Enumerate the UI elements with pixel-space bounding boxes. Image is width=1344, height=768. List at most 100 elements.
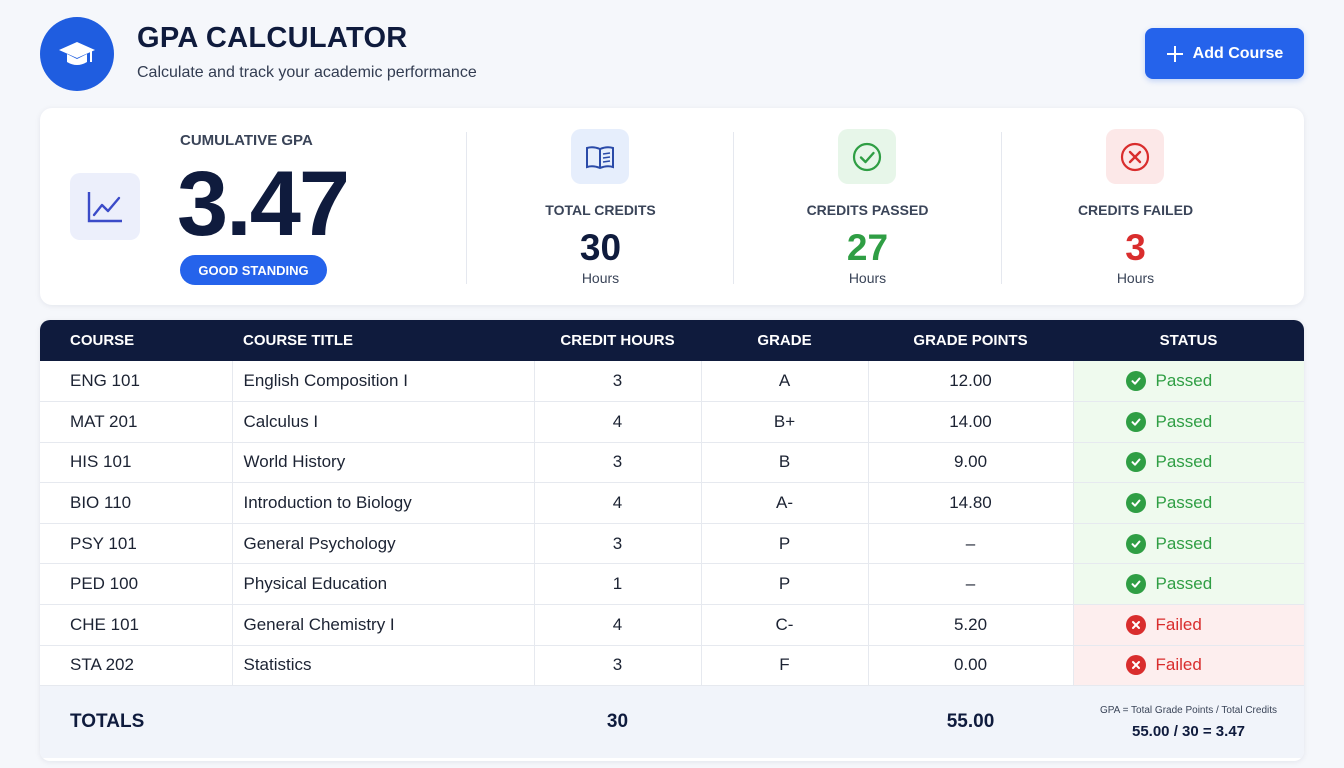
- app-title: GPA CALCULATOR: [137, 22, 408, 54]
- add-course-label: Add Course: [1192, 44, 1284, 62]
- cell-grade: P: [701, 523, 869, 565]
- table-row[interactable]: STA 202 Statistics 3 F 0.00 Failed: [40, 645, 1304, 687]
- status-text: Passed: [1155, 533, 1213, 553]
- cell-status: Passed: [1073, 361, 1304, 403]
- page-header: GPA CALCULATOR Calculate and track your …: [40, 17, 1304, 91]
- stat-unit: Hours: [848, 270, 887, 286]
- table-row[interactable]: HIS 101 World History 3 B 9.00 Passed: [40, 442, 1304, 484]
- column-header-points[interactable]: GRADE POINTS: [913, 332, 1028, 349]
- status-text: Passed: [1155, 371, 1213, 391]
- cell-course-title: English Composition I: [232, 361, 535, 403]
- cell-course-code: PSY 101: [40, 523, 233, 565]
- cell-status: Failed: [1073, 604, 1304, 646]
- totals-points: 55.00: [946, 711, 995, 732]
- table-row[interactable]: MAT 201 Calculus I 4 B+ 14.00 Passed: [40, 401, 1304, 443]
- check-circle-icon: [1125, 371, 1146, 392]
- totals-empty: [232, 686, 534, 758]
- formula-value: 55.00 / 30 = 3.47: [1131, 722, 1245, 740]
- cell-grade-points: 5.20: [868, 604, 1074, 646]
- cell-course-title: General Psychology: [232, 523, 535, 565]
- cell-credit-hours: 4: [534, 482, 702, 524]
- cell-status: Passed: [1073, 442, 1304, 484]
- cell-course-code: CHE 101: [40, 604, 233, 646]
- status-text: Failed: [1155, 614, 1202, 634]
- stat-value: 3: [1125, 227, 1146, 268]
- cell-course-code: MAT 201: [40, 401, 233, 443]
- stat-credits-failed: CREDITS FAILED 3 Hours: [1002, 108, 1269, 305]
- check-circle-icon: [1125, 411, 1146, 432]
- stat-label: CREDITS PASSED: [806, 202, 929, 218]
- totals-row: TOTALS 30 55.00 GPA = Total Grade Points…: [40, 685, 1304, 758]
- stat-label: CREDITS FAILED: [1077, 202, 1194, 218]
- cell-status: Passed: [1073, 401, 1304, 443]
- status-text: Passed: [1155, 411, 1213, 431]
- totals-label: TOTALS: [70, 711, 145, 732]
- cell-grade: B: [701, 442, 869, 484]
- cumulative-gpa-value: 3.47: [177, 153, 350, 255]
- cell-course-code: STA 202: [40, 645, 233, 687]
- cell-grade: P: [701, 563, 869, 606]
- cell-credit-hours: 3: [534, 361, 702, 403]
- cell-course-title: World History: [232, 442, 535, 484]
- column-header-title[interactable]: COURSE TITLE: [243, 332, 354, 349]
- cell-course-code: PED 100: [40, 563, 233, 606]
- stat-unit: Hours: [1116, 270, 1155, 286]
- totals-empty: [701, 686, 868, 758]
- status-text: Passed: [1155, 493, 1213, 513]
- plus-icon: [1166, 45, 1184, 63]
- status-text: Passed: [1155, 574, 1213, 594]
- table-header-row: COURSE COURSE TITLE CREDIT HOURS GRADE G…: [40, 320, 1304, 361]
- check-circle-icon: [838, 129, 896, 184]
- trend-chart-icon: [70, 173, 140, 240]
- cell-credit-hours: 3: [534, 523, 702, 565]
- cell-grade: C-: [701, 604, 869, 646]
- table-row[interactable]: ENG 101 English Composition I 3 A 12.00 Passe…: [40, 361, 1304, 403]
- column-header-course[interactable]: COURSE: [70, 332, 135, 349]
- stat-label: TOTAL CREDITS: [545, 202, 656, 218]
- courses-table: COURSE COURSE TITLE CREDIT HOURS GRADE G…: [40, 320, 1304, 761]
- formula-note: GPA = Total Grade Points / Total Credits: [1099, 704, 1278, 716]
- column-header-status[interactable]: STATUS: [1159, 332, 1218, 349]
- x-circle-icon: [1125, 614, 1146, 635]
- check-circle-icon: [1125, 493, 1146, 514]
- cell-status: Failed: [1073, 645, 1304, 687]
- cell-grade: A-: [701, 482, 869, 524]
- cell-grade: F: [701, 645, 869, 687]
- cell-grade-points: 14.00: [868, 401, 1074, 443]
- divider: [466, 132, 467, 284]
- cumulative-gpa-label: CUMULATIVE GPA: [180, 132, 313, 149]
- status-text: Failed: [1155, 655, 1202, 675]
- standing-badge: GOOD STANDING: [180, 255, 327, 285]
- table-row[interactable]: CHE 101 General Chemistry I 4 C- 5.20 Failed: [40, 604, 1304, 646]
- cell-grade-points: –: [868, 563, 1074, 606]
- cell-grade-points: 12.00: [868, 361, 1074, 403]
- cell-course-title: General Chemistry I: [232, 604, 535, 646]
- cell-status: Passed: [1073, 523, 1304, 565]
- x-circle-icon: [1125, 655, 1146, 676]
- divider: [1001, 132, 1002, 284]
- status-text: Passed: [1155, 452, 1213, 472]
- cell-status: Passed: [1073, 563, 1304, 606]
- cell-grade-points: 0.00: [868, 645, 1074, 687]
- cell-credit-hours: 4: [534, 401, 702, 443]
- cell-grade: A: [701, 361, 869, 403]
- totals-credits: 30: [606, 711, 629, 732]
- stat-total-credits: TOTAL CREDITS 30 Hours: [467, 108, 734, 305]
- cell-course-title: Statistics: [232, 645, 535, 687]
- cell-credit-hours: 4: [534, 604, 702, 646]
- table-row[interactable]: BIO 110 Introduction to Biology 4 A- 14.80 Pa…: [40, 482, 1304, 524]
- check-circle-icon: [1125, 574, 1146, 595]
- stat-value: 30: [579, 227, 622, 268]
- app-subtitle: Calculate and track your academic perfor…: [137, 64, 477, 81]
- table-row[interactable]: PSY 101 General Psychology 3 P – Passed: [40, 523, 1304, 565]
- column-header-grade[interactable]: GRADE: [757, 332, 812, 349]
- cell-grade: B+: [701, 401, 869, 443]
- cell-course-title: Introduction to Biology: [232, 482, 535, 524]
- cell-course-title: Calculus I: [232, 401, 535, 443]
- cell-grade-points: 14.80: [868, 482, 1074, 524]
- column-header-credits[interactable]: CREDIT HOURS: [560, 332, 675, 349]
- table-row[interactable]: PED 100 Physical Education 1 P – Passed: [40, 563, 1304, 606]
- add-course-button[interactable]: Add Course: [1145, 28, 1304, 79]
- cell-status: Passed: [1073, 482, 1304, 524]
- cell-grade-points: 9.00: [868, 442, 1074, 484]
